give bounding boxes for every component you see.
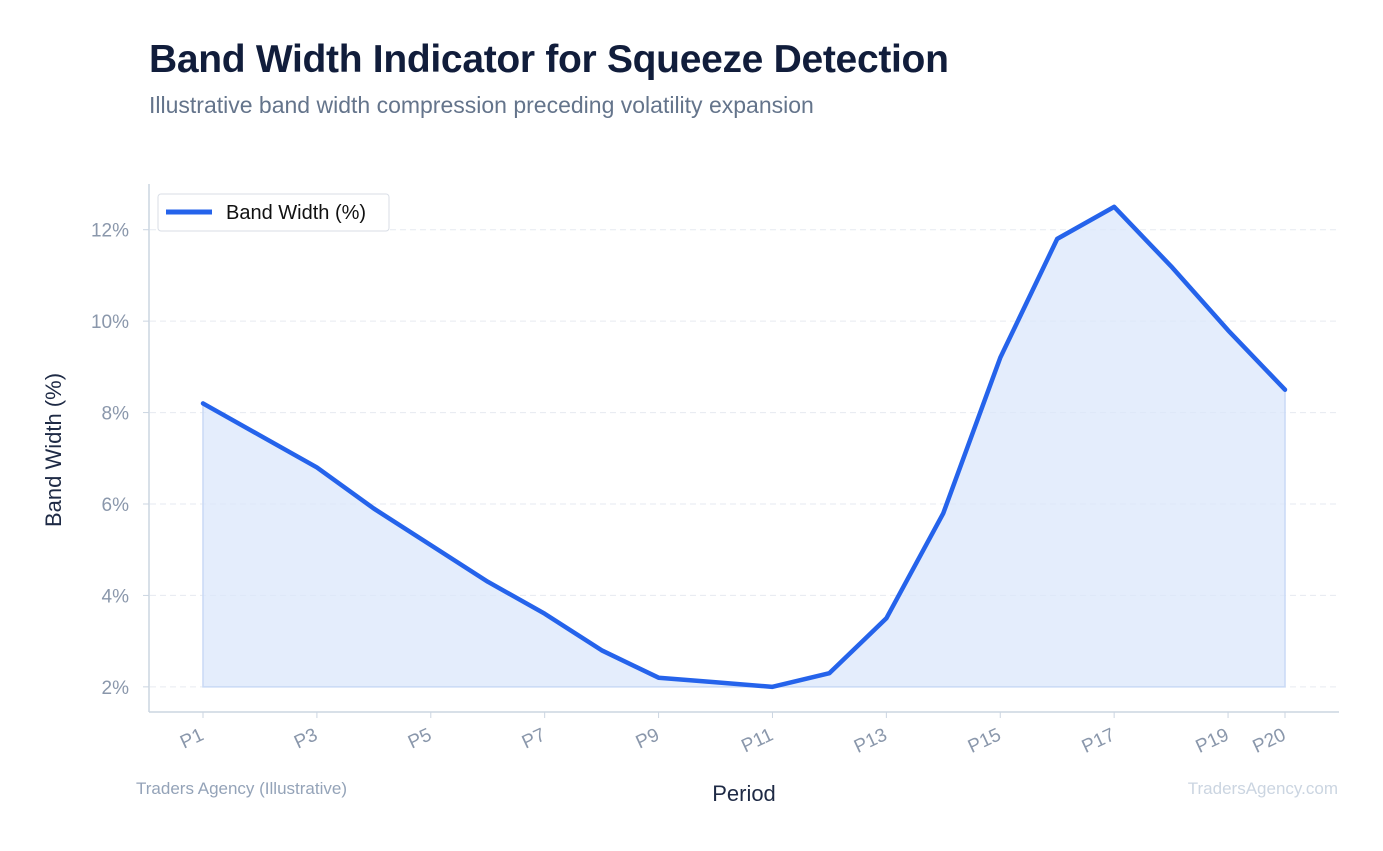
- y-tick-labels: 2% 4% 6% 8% 10% 12%: [91, 221, 129, 699]
- chart-title: Band Width Indicator for Squeeze Detecti…: [149, 38, 949, 81]
- x-tick-label: P13: [851, 724, 891, 757]
- y-tick-label: 2%: [102, 678, 130, 699]
- x-tick-label: P19: [1193, 724, 1233, 757]
- x-tick-label: P5: [405, 724, 435, 753]
- x-tick-label: P11: [738, 724, 776, 757]
- x-tick-labels: P1 P3 P5 P7 P9 P11 P13 P15 P17 P19 P20: [177, 712, 1289, 758]
- chart-subtitle: Illustrative band width compression prec…: [149, 92, 814, 118]
- y-axis-label: Band Width (%): [41, 373, 66, 527]
- legend-label: Band Width (%): [226, 202, 366, 224]
- series-line-band-width: [200, 204, 1288, 690]
- legend-box: [157, 193, 390, 232]
- line-layer: [200, 204, 1288, 690]
- x-tick-label: P3: [291, 724, 321, 753]
- x-tick-label: P9: [633, 724, 663, 753]
- y-tick-label: 8%: [102, 404, 130, 425]
- y-tick-label: 12%: [91, 221, 129, 242]
- x-tick-label: P17: [1079, 724, 1119, 757]
- area-fill-layer: [202, 205, 1286, 688]
- x-tick-label: P7: [519, 724, 549, 753]
- legend: Band Width (%): [157, 193, 390, 232]
- y-tick-label: 6%: [102, 495, 130, 516]
- watermark: TradersAgency.com: [1187, 779, 1338, 798]
- x-tick-label: P15: [965, 724, 1005, 757]
- source-note: Traders Agency (Illustrative): [136, 779, 347, 798]
- y-tick-label: 10%: [91, 312, 129, 333]
- x-tick-label: P1: [177, 724, 207, 753]
- y-tick-label: 4%: [102, 586, 130, 607]
- x-tick-label: P20: [1250, 724, 1290, 757]
- area-fill: [202, 205, 1286, 688]
- x-axis-label: Period: [712, 781, 776, 806]
- axes: [148, 184, 1339, 713]
